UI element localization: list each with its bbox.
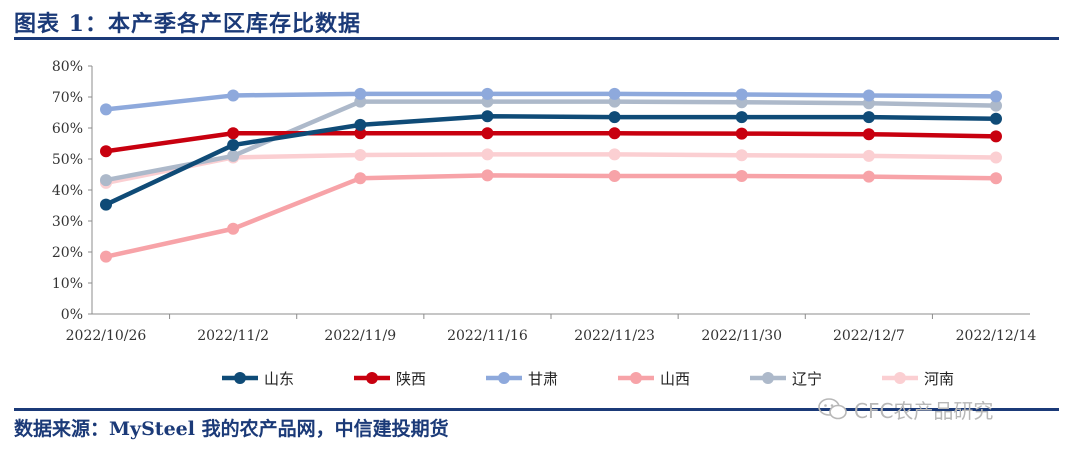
data-point [227,149,240,162]
y-tick-label: 60% [52,121,83,137]
x-tick-label: 2022/11/2 [197,328,269,344]
series-甘肃 [100,87,1002,116]
data-point [354,87,367,100]
x-tick-label: 2022/10/26 [66,328,147,344]
line-chart: 0% 10% 20% 30% 40% 50% 60% 70% 80% 2022/10/26 2022… [52,59,1037,388]
x-tick-label: 2022/12/7 [833,328,905,344]
source-divider [14,408,1059,411]
data-point [481,87,494,100]
legend-item: 山东 [222,370,294,388]
data-point [227,127,240,140]
data-point [481,110,494,123]
watermark-text: CFC农产品研究 [854,398,994,423]
legend-label: 甘肃 [528,370,558,388]
legend-swatch-marker [762,372,774,384]
data-point [481,148,494,161]
x-tick-label: 2022/11/9 [324,328,396,344]
legend-swatch-marker [366,372,378,384]
chart-series [100,87,1002,263]
series-line [105,99,997,183]
legend-item: 河南 [882,370,954,388]
data-point [608,148,621,161]
data-point [862,170,875,183]
y-tick-label: 10% [52,276,83,292]
series-line [105,131,997,154]
data-point [608,87,621,100]
series-line [105,113,997,207]
series-line [105,91,997,112]
data-point [100,103,112,116]
legend-item: 陕西 [354,370,426,388]
data-point [227,222,240,235]
y-tick-label: 80% [52,59,83,75]
data-point [227,89,240,102]
series-line [105,152,997,186]
data-point [735,170,748,183]
y-tick-label: 40% [52,183,83,199]
data-point [354,118,367,131]
legend-swatch-marker [498,372,510,384]
figure-title: 图表 1：本产季各产区库存比数据 [14,11,361,37]
data-point [100,174,112,187]
data-point [481,127,494,140]
series-山西 [100,169,1002,263]
data-point [354,172,367,185]
x-tick-label: 2022/11/16 [447,328,528,344]
data-point [608,127,621,140]
data-point [862,149,875,162]
legend-swatch-marker [630,372,642,384]
data-point [735,88,748,101]
legend-label: 陕西 [396,370,426,388]
y-tick-label: 70% [52,90,83,106]
data-point [990,99,1002,112]
data-point [735,149,748,162]
legend-item: 山西 [618,370,690,388]
legend-swatch-marker [894,372,906,384]
y-tick-label: 50% [52,152,83,168]
data-point [100,250,112,263]
data-point [735,127,748,140]
data-point [990,112,1002,125]
data-point [354,127,367,140]
data-point [990,90,1002,103]
series-陕西 [100,127,1002,158]
legend-label: 河南 [924,370,954,388]
data-point [608,111,621,124]
legend-item: 辽宁 [750,370,822,388]
data-point [100,145,112,158]
legend-item: 甘肃 [486,370,558,388]
data-point [862,111,875,124]
data-point [990,172,1002,185]
series-山东 [100,110,1002,211]
chart-axes: 0% 10% 20% 30% 40% 50% 60% 70% 80% 2022/10/26 2022… [52,59,1037,344]
data-point [990,151,1002,164]
legend-label: 山西 [660,370,690,388]
data-point [862,89,875,102]
data-point [862,128,875,141]
y-tick-label: 30% [52,214,83,230]
data-source-note: 数据来源：MySteel 我的农产品网，中信建投期货 [14,418,449,440]
legend-label: 辽宁 [792,370,822,388]
title-divider [14,37,1059,40]
chart-legend: 山东 陕西 甘肃 山西 辽宁 河南 [222,370,954,388]
data-point [608,170,621,183]
data-point [481,169,494,182]
data-point [227,139,240,152]
series-line [105,173,997,259]
legend-label: 山东 [264,370,294,388]
data-point [354,148,367,161]
y-tick-label: 20% [52,245,83,261]
y-tick-label: 0% [61,307,83,323]
legend-swatch-marker [234,372,246,384]
data-point [990,130,1002,143]
data-point [735,111,748,124]
data-point [100,198,112,211]
wechat-icon [818,398,847,420]
watermark: CFC农产品研究 [818,394,993,424]
x-tick-label: 2022/11/30 [701,328,782,344]
x-tick-label: 2022/12/14 [956,328,1037,344]
x-tick-label: 2022/11/23 [574,328,655,344]
